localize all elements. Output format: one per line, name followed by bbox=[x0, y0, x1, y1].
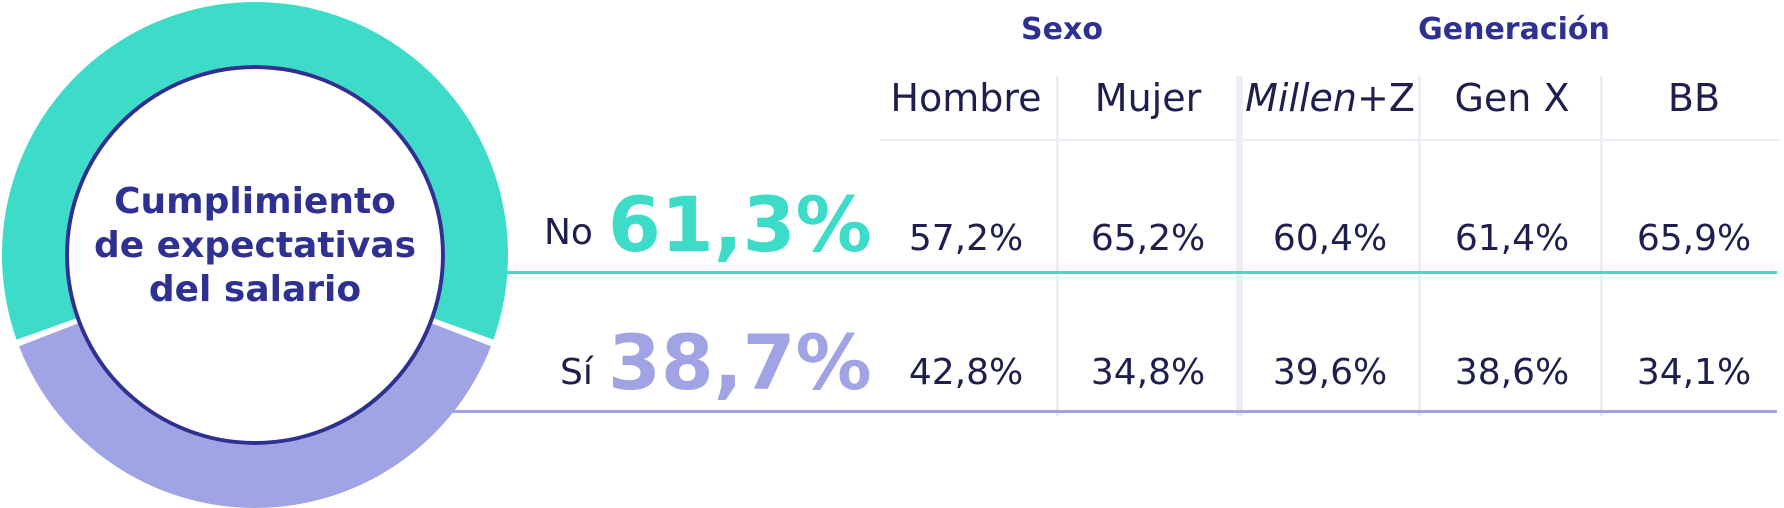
row-underline-si bbox=[448, 410, 1777, 413]
row-total-si: 38,7% bbox=[608, 318, 872, 407]
cell-si-bb: 34,1% bbox=[1636, 352, 1752, 393]
col-header-millen-z: Millen+Z bbox=[1239, 76, 1421, 120]
donut-chart bbox=[2, 2, 509, 508]
cell-no-millen-z: 60,4% bbox=[1272, 218, 1388, 259]
cell-no-gen-x: 61,4% bbox=[1454, 218, 1570, 259]
cell-si-millen-z: 39,6% bbox=[1272, 352, 1388, 393]
col-header-millen-rest: +Z bbox=[1357, 76, 1415, 120]
row-label-no: No bbox=[544, 212, 593, 253]
donut-slice-no bbox=[2, 2, 509, 340]
col-header-millen-italic: Millen bbox=[1245, 76, 1358, 120]
row-underline-no bbox=[505, 271, 1777, 274]
cell-no-bb: 65,9% bbox=[1636, 218, 1752, 259]
title-line-1: Cumplimiento bbox=[114, 181, 396, 222]
column-separator bbox=[1600, 76, 1603, 416]
donut-inner-circle bbox=[65, 65, 445, 445]
col-header-gen-x: Gen X bbox=[1454, 76, 1570, 120]
column-separator bbox=[1056, 76, 1059, 416]
group-separator bbox=[1236, 76, 1243, 416]
col-header-mujer: Mujer bbox=[1094, 76, 1202, 120]
title-line-3: del salario bbox=[148, 269, 362, 310]
cell-si-gen-x: 38,6% bbox=[1454, 352, 1570, 393]
cell-si-hombre: 42,8% bbox=[908, 352, 1024, 393]
donut-inner-ring bbox=[65, 65, 445, 445]
row-total-no: 61,3% bbox=[608, 180, 872, 269]
donut-slice-si bbox=[19, 323, 491, 508]
col-header-hombre: Hombre bbox=[890, 76, 1042, 120]
cell-no-hombre: 57,2% bbox=[908, 218, 1024, 259]
chart-title: Cumplimiento de expectativas del salario bbox=[80, 180, 430, 312]
row-label-si: Sí bbox=[560, 352, 593, 393]
title-line-2: de expectativas bbox=[93, 225, 417, 266]
column-separator bbox=[1418, 76, 1421, 416]
col-header-bb: BB bbox=[1667, 76, 1721, 120]
group-label-generacion: Generación bbox=[1418, 12, 1610, 47]
cell-no-mujer: 65,2% bbox=[1090, 218, 1206, 259]
group-label-sexo: Sexo bbox=[1021, 12, 1103, 47]
header-separator bbox=[880, 139, 1780, 141]
cell-si-mujer: 34,8% bbox=[1090, 352, 1206, 393]
